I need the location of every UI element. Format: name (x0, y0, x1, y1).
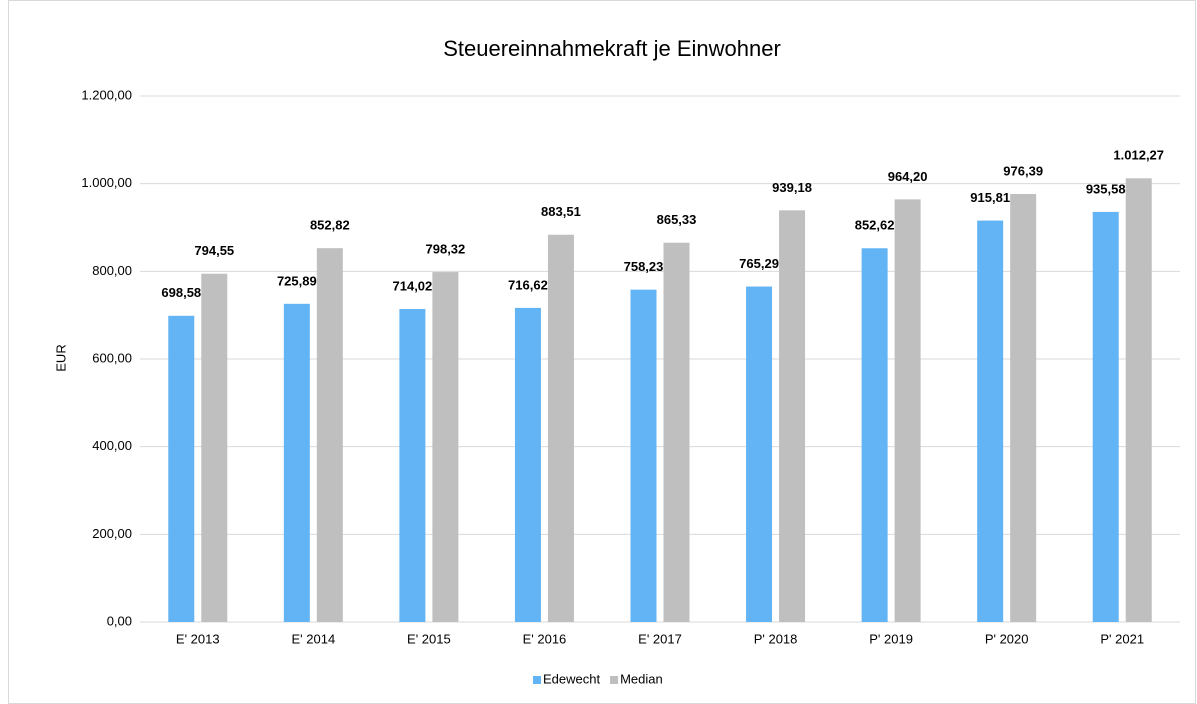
bar (663, 242, 690, 622)
y-tick-label: 0,00 (107, 613, 132, 628)
legend-label: Median (620, 671, 663, 686)
y-tick-label: 600,00 (92, 350, 132, 365)
data-label: 915,81 (970, 190, 1010, 205)
bar (894, 199, 921, 622)
x-tick-label: P' 2018 (754, 631, 798, 646)
data-label: 1.012,27 (1113, 148, 1164, 163)
x-tick-label: E' 2013 (176, 631, 220, 646)
x-tick-label: P' 2020 (985, 631, 1029, 646)
legend-swatch (610, 676, 619, 684)
y-tick-label: 1.000,00 (81, 175, 132, 190)
bar (283, 303, 310, 622)
data-label: 976,39 (1003, 163, 1043, 178)
x-tick-label: E' 2016 (523, 631, 567, 646)
data-label: 714,02 (393, 278, 433, 293)
bar (168, 315, 195, 622)
data-label: 794,55 (194, 243, 234, 258)
data-label: 883,51 (541, 204, 581, 219)
data-label: 935,58 (1086, 181, 1126, 196)
bar (201, 273, 228, 622)
data-label: 964,20 (888, 169, 928, 184)
x-tick-label: E' 2017 (638, 631, 682, 646)
bar (514, 307, 541, 622)
data-label: 798,32 (426, 242, 466, 257)
legend-swatch (533, 676, 541, 684)
bar (779, 210, 806, 622)
bar (547, 234, 574, 622)
bar (630, 289, 657, 622)
bar (977, 220, 1004, 622)
x-tick-label: P' 2021 (1100, 631, 1144, 646)
data-label: 725,89 (277, 273, 317, 288)
data-label: 716,62 (508, 277, 548, 292)
data-label: 758,23 (624, 259, 664, 274)
data-label: 939,18 (772, 180, 812, 195)
x-tick-label: E' 2014 (291, 631, 335, 646)
y-tick-label: 400,00 (92, 438, 132, 453)
bar (1010, 194, 1037, 622)
y-tick-label: 200,00 (92, 526, 132, 541)
x-tick-label: E' 2015 (407, 631, 451, 646)
legend-label: Edewecht (543, 671, 600, 686)
bar (1125, 178, 1152, 622)
bar (432, 272, 459, 622)
bar (399, 309, 426, 622)
bar (861, 248, 888, 622)
y-tick-label: 800,00 (92, 263, 132, 278)
y-tick-label: 1.200,00 (81, 87, 132, 102)
data-label: 698,58 (161, 285, 201, 300)
bar (746, 286, 773, 622)
data-label: 852,62 (855, 218, 895, 233)
data-label: 865,33 (657, 212, 697, 227)
data-label: 852,82 (310, 218, 350, 233)
y-axis-label: EUR (53, 344, 68, 371)
data-label: 765,29 (739, 256, 779, 271)
chart-title: Steuereinnahmekraft je Einwohner (443, 36, 781, 61)
bar (316, 248, 343, 622)
x-tick-label: P' 2019 (869, 631, 913, 646)
bar (1092, 211, 1119, 622)
